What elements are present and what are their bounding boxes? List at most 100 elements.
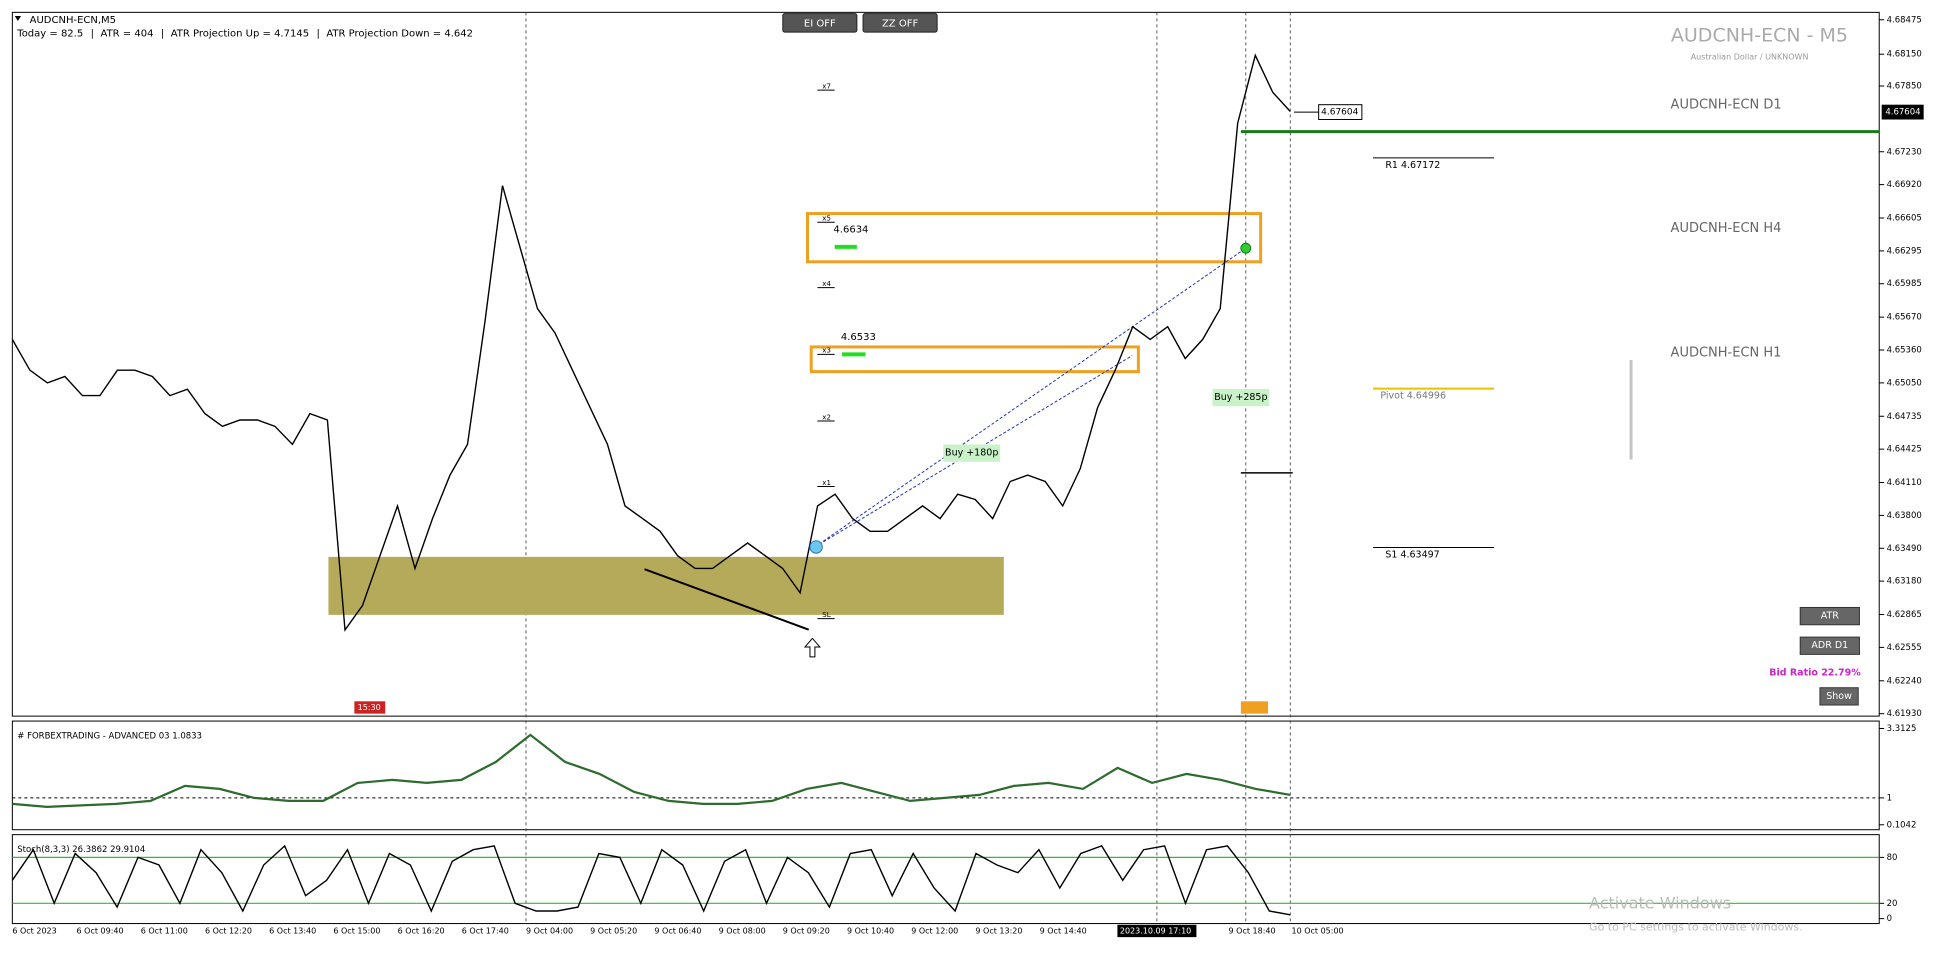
x-tick-label: 6 Oct 16:20 <box>398 926 445 935</box>
x-tick-label: 9 Oct 10:40 <box>847 926 894 935</box>
demand-zone <box>328 556 1004 615</box>
window-arrow <box>14 16 21 21</box>
level-mark-label: x3 <box>822 347 831 355</box>
y-tick-label: 4.62865 <box>1887 610 1922 620</box>
y-tick-label: 80 <box>1887 853 1898 863</box>
y-tick-label: 4.66920 <box>1887 180 1922 190</box>
mini-chart-title: AUDCNH-ECN H1 <box>1671 346 1782 361</box>
os-watermark: Go to PC settings to activate Windows. <box>1589 920 1803 933</box>
y-tick-label: 4.63490 <box>1887 544 1922 554</box>
y-tick-label: 4.64110 <box>1887 478 1922 488</box>
x-tick-label: 6 Oct 15:00 <box>333 926 380 935</box>
y-tick-label: 4.67850 <box>1887 82 1922 92</box>
x-tick-label: 9 Oct 12:00 <box>911 926 958 935</box>
y-tick-label: 4.63800 <box>1887 511 1922 521</box>
x-tick-label: 9 Oct 13:20 <box>975 926 1022 935</box>
y-tick-label: 4.64735 <box>1887 412 1922 422</box>
trade-tag-label: Buy +285p <box>1214 392 1267 403</box>
y-tick-label: 4.64425 <box>1887 445 1922 455</box>
trend-line <box>814 247 1247 548</box>
trade-tag <box>1212 388 1270 407</box>
toggle-button[interactable] <box>862 13 938 33</box>
y-tick-label: 0 <box>1887 914 1892 924</box>
pivot-label: R1 4.67172 <box>1385 160 1440 171</box>
up-arrow <box>803 637 821 658</box>
y-tick-label: 4.65360 <box>1887 346 1922 356</box>
separator: | <box>91 28 94 39</box>
x-tick-label: 9 Oct 09:20 <box>783 926 830 935</box>
y-tick-label: 4.65985 <box>1887 279 1922 289</box>
level-mark-label: x4 <box>822 280 831 288</box>
x-tick-label: 9 Oct 05:20 <box>590 926 637 935</box>
level-mark-label: x1 <box>822 479 831 487</box>
info-text: ATR Projection Up = 4.7145 <box>171 28 309 39</box>
separator: | <box>161 28 164 39</box>
signal-dot <box>1240 242 1252 254</box>
zone-label: 4.6533 <box>841 332 876 343</box>
x-tick-label: 9 Oct 18:40 <box>1229 926 1276 935</box>
bid-ratio: Bid Ratio 22.79% <box>1769 667 1861 678</box>
zone-label: 4.6634 <box>833 225 868 236</box>
x-tick-label: 6 Oct 09:40 <box>77 926 124 935</box>
y-tick-label: 4.63180 <box>1887 577 1922 587</box>
x-tick-label: 2023.10.09 17:10 <box>1120 926 1191 935</box>
signal-dot <box>809 540 823 554</box>
level-mark-label: SL <box>822 611 830 619</box>
x-tick-label: 9 Oct 08:00 <box>719 926 766 935</box>
x-tick-label: 6 Oct 11:00 <box>141 926 188 935</box>
y-tick-label: 20 <box>1887 899 1898 909</box>
trend-line <box>644 568 810 631</box>
side-button-label: Show <box>1826 691 1852 702</box>
info-text: ATR Projection Down = 4.642 <box>326 28 473 39</box>
side-button-label: ADR D1 <box>1811 640 1848 651</box>
toggle-button-label: ZZ OFF <box>882 18 919 29</box>
y-tick-label: 4.65050 <box>1887 378 1922 388</box>
side-button[interactable] <box>1799 606 1860 626</box>
toggle-button-label: EI OFF <box>804 18 836 29</box>
trade-tag <box>943 444 1001 462</box>
level-mark-label: x5 <box>822 215 831 223</box>
side-button[interactable] <box>1819 687 1859 706</box>
trade-tag-label: Buy +180p <box>945 448 998 459</box>
time-tag-label: 15:30 <box>358 703 381 712</box>
y-tick-label: 4.62240 <box>1887 676 1922 686</box>
x-tick-label: 6 Oct 17:40 <box>462 926 509 935</box>
y-tick-label: 0.1042 <box>1887 820 1917 830</box>
x-tick-label: 10 Oct 05:00 <box>1291 926 1343 935</box>
time-tag <box>354 701 386 714</box>
x-tick-label: 6 Oct 2023 <box>12 926 56 935</box>
watermark-subtitle: Australian Dollar / UNKNOWN <box>1691 52 1809 61</box>
y-tick-label: 4.66605 <box>1887 214 1922 224</box>
y-tick-label: 4.68475 <box>1887 15 1922 25</box>
separator: | <box>316 28 319 39</box>
y-tick-label: 4.62555 <box>1887 643 1922 653</box>
mini-chart-title: AUDCNH-ECN H4 <box>1671 221 1782 236</box>
axis-price-box <box>1881 104 1924 120</box>
y-tick-label: 4.67230 <box>1887 147 1922 157</box>
y-tick-label: 4.66295 <box>1887 246 1922 256</box>
time-tag <box>1240 701 1269 714</box>
indicator-line <box>11 844 1291 916</box>
pivot-label: S1 4.63497 <box>1385 549 1439 560</box>
info-text: ATR = 404 <box>101 28 154 39</box>
price-line <box>11 53 1291 632</box>
current-price-box <box>1318 104 1363 121</box>
x-tick-label: 9 Oct 14:40 <box>1040 926 1087 935</box>
panel-frame <box>11 11 1880 717</box>
panel-title: # FORBEXTRADING - ADVANCED 03 1.0833 <box>17 731 202 741</box>
toggle-button[interactable] <box>782 13 858 33</box>
side-button[interactable] <box>1799 636 1860 655</box>
y-tick-label: 4.61930 <box>1887 709 1922 719</box>
level-mark-label: x2 <box>822 413 831 421</box>
side-button-label: ATR <box>1821 611 1840 622</box>
os-watermark: Activate Windows <box>1589 893 1731 912</box>
y-tick-label: 4.65670 <box>1887 313 1922 323</box>
y-tick-label: 3.3125 <box>1887 724 1917 734</box>
y-tick-label: 1 <box>1887 793 1892 803</box>
window-title: AUDCNH-ECN,M5 <box>30 15 116 26</box>
y-tick-label: 4.68150 <box>1887 50 1922 60</box>
x-tick-label: 9 Oct 04:00 <box>526 926 573 935</box>
panel-title: Stoch(8,3,3) 26.3862 29.9104 <box>17 845 145 855</box>
